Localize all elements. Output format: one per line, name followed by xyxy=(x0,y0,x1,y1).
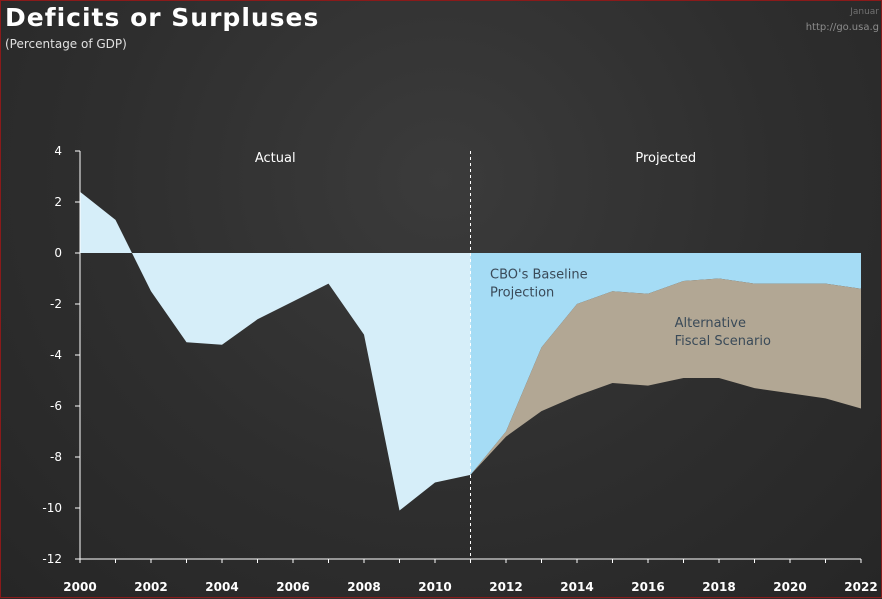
y-tick-label: 0 xyxy=(54,246,62,260)
x-tick-label: 2022 xyxy=(844,580,877,594)
x-tick-label: 2020 xyxy=(773,580,806,594)
source-date: Januar xyxy=(850,7,879,17)
y-tick-label: -8 xyxy=(50,450,62,464)
x-tick-label: 2010 xyxy=(418,580,451,594)
y-tick-label: 2 xyxy=(54,195,62,209)
y-tick-label: 4 xyxy=(54,144,62,158)
source-note: Januar http://go.usa.g xyxy=(806,5,879,35)
chart-subtitle: (Percentage of GDP) xyxy=(5,37,127,51)
x-tick-label: 2016 xyxy=(631,580,664,594)
baseline-projection-label: Projection xyxy=(490,286,554,301)
section-label-projected: Projected xyxy=(635,151,696,166)
x-tick-label: 2004 xyxy=(205,580,238,594)
y-tick-label: -12 xyxy=(42,552,62,566)
chart-title: Deficits or Surpluses xyxy=(5,3,320,32)
alternative-scenario-label: Fiscal Scenario xyxy=(675,334,771,349)
source-url[interactable]: http://go.usa.g xyxy=(805,22,879,33)
x-tick-label: 2008 xyxy=(347,580,380,594)
alternative-scenario-label: Alternative xyxy=(675,316,746,331)
y-tick-label: -2 xyxy=(50,297,62,311)
x-tick-label: 2018 xyxy=(702,580,735,594)
baseline-projection-label: CBO's Baseline xyxy=(490,268,588,283)
x-tick-label: 2000 xyxy=(63,580,96,594)
x-tick-label: 2002 xyxy=(134,580,167,594)
alternative-scenario-area xyxy=(470,278,861,475)
x-tick-label: 2012 xyxy=(489,580,522,594)
y-tick-label: -10 xyxy=(42,501,62,515)
baseline-projection-area xyxy=(470,253,861,475)
y-tick-label: -6 xyxy=(50,399,62,413)
actual-area xyxy=(80,191,471,511)
x-tick-label: 2014 xyxy=(560,580,593,594)
section-label-actual: Actual xyxy=(255,151,296,166)
y-tick-label: -4 xyxy=(50,348,62,362)
chart-labels: Actual Projected CBO's Baseline Projection A… xyxy=(255,151,771,349)
chart-areas xyxy=(80,191,861,511)
x-tick-label: 2006 xyxy=(276,580,309,594)
